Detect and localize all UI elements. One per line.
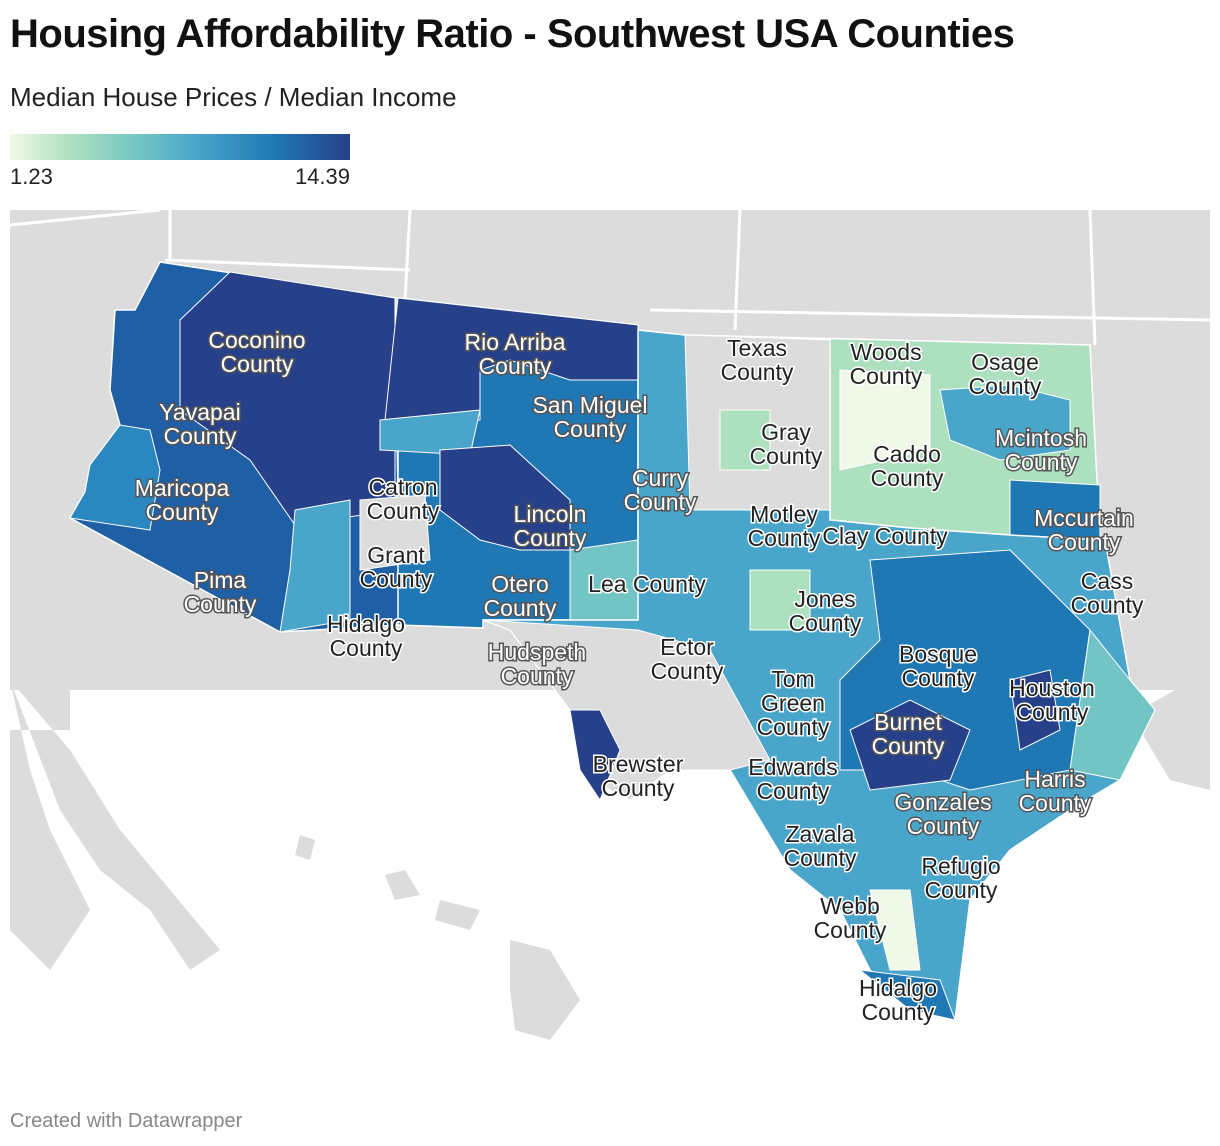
region-ok-northeast <box>939 384 1071 461</box>
region-arizona-west <box>69 424 161 531</box>
region-tx-west <box>482 619 771 801</box>
county-label: Coconino County <box>208 327 305 377</box>
hawaii-islands <box>295 835 580 1040</box>
county-labels: Coconino County Rio Arriba County San Miguel… <box>133 326 1145 1027</box>
legend-max-label: 14.39 <box>294 164 350 189</box>
county-label: Refugio County <box>921 853 1000 903</box>
county-label: Curry County <box>624 465 697 515</box>
county-label: Maricopa County <box>135 475 230 525</box>
county-label: Caddo County <box>871 441 944 491</box>
county-label: Jones County <box>789 586 862 636</box>
footer-credit: Created with Datawrapper <box>10 1110 243 1132</box>
county-label: Yavapai County <box>159 399 240 449</box>
legend-gradient-bar <box>10 134 350 160</box>
county-label: Ector County <box>651 634 724 684</box>
color-legend: 1.23 14.39 <box>10 134 350 189</box>
county-label: Edwards County <box>748 754 837 804</box>
county-label: Mccurtain County <box>1034 505 1134 555</box>
louisiana-area <box>1140 670 1210 790</box>
choropleth-map: Coconino County Rio Arriba County San Miguel… <box>10 210 1210 1090</box>
county-label: Houston County <box>1009 675 1095 725</box>
county-label: Pima County <box>184 567 257 617</box>
region-tx-south <box>869 889 921 971</box>
county-label: Motley County <box>748 501 821 551</box>
county-label: Webb County <box>814 893 887 943</box>
county-label: Hidalgo County <box>859 975 937 1025</box>
county-label: Catron County <box>367 474 440 524</box>
baja-california-area <box>10 680 220 970</box>
region-tx-panhandle-light <box>719 409 811 631</box>
county-label: Hidalgo County <box>327 611 405 661</box>
county-label: Grant County <box>360 542 433 592</box>
county-label: Bosque County <box>899 641 977 691</box>
region-ok-west <box>839 369 931 471</box>
county-label: Mcintosh County <box>995 425 1087 475</box>
county-label: Woods County <box>850 339 923 389</box>
county-label: Hudspeth County <box>488 639 586 689</box>
county-label: Osage County <box>969 349 1042 399</box>
legend-min-label: 1.23 <box>10 164 53 189</box>
county-label: Lincoln County <box>514 501 587 551</box>
county-label: Harris County <box>1019 766 1092 816</box>
chart-subtitle: Median House Prices / Median Income <box>10 82 457 112</box>
region-tx-brewster <box>569 709 621 802</box>
county-label: Otero County <box>484 571 557 621</box>
state-borders <box>10 210 1210 346</box>
chart-title: Housing Affordability Ratio - Southwest … <box>10 12 1015 56</box>
county-label: Gray County <box>750 419 823 469</box>
county-label: San Miguel County <box>532 392 647 442</box>
county-label: Gonzales County <box>894 789 991 839</box>
region-nm-grant <box>359 494 431 571</box>
county-label: Tom Green County <box>757 666 830 740</box>
county-label: Cass County <box>1071 568 1144 618</box>
county-label: Burnet County <box>872 709 945 759</box>
county-label: Clay County <box>822 523 948 549</box>
region-tx-valley <box>858 969 956 1021</box>
region-tx-east <box>1069 628 1156 781</box>
region-arizona-southeast <box>279 499 351 633</box>
county-label: Zavala County <box>784 821 857 871</box>
county-label: Rio Arriba County <box>465 329 566 379</box>
county-label: Brewster County <box>593 751 684 801</box>
region-nm-center <box>439 444 571 551</box>
county-label: Lea County <box>588 571 706 597</box>
county-label: Texas County <box>721 335 794 385</box>
region-tx-hill <box>849 669 1061 791</box>
